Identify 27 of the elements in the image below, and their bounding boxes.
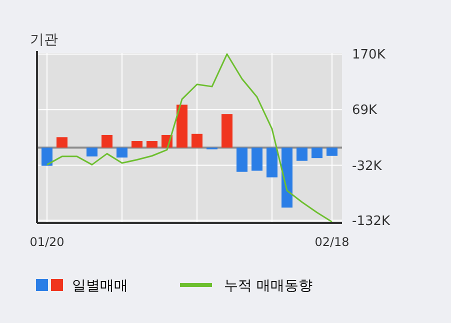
bar	[222, 114, 232, 148]
bar	[252, 148, 262, 171]
y-tick-label: 69K	[352, 103, 378, 118]
x-tick-label: 02/18	[314, 235, 350, 249]
bar	[42, 148, 52, 166]
chart-title: 기관	[30, 32, 58, 48]
bar	[192, 134, 202, 148]
bar	[296, 148, 308, 161]
bar	[132, 141, 142, 148]
bar	[236, 148, 248, 172]
bar	[326, 148, 338, 156]
bar	[146, 141, 158, 148]
y-tick-label: -32K	[352, 158, 382, 174]
x-tick-label: 01/20	[30, 235, 64, 249]
legend-label: 누적 매매동향	[224, 278, 312, 294]
bar	[56, 137, 68, 148]
line-series	[46, 53, 333, 223]
y-tick-label: 170K	[352, 48, 386, 63]
y-tick-label: -132K	[352, 214, 391, 229]
legend-label: 일별매매	[72, 278, 128, 294]
bar	[116, 148, 128, 158]
bar	[266, 148, 278, 178]
bar	[86, 148, 98, 156]
bar	[176, 104, 188, 148]
bar	[282, 148, 292, 208]
bar	[102, 134, 112, 148]
bar	[312, 148, 322, 158]
